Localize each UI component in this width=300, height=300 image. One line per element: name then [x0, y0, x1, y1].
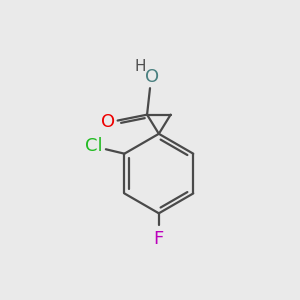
- Text: Cl: Cl: [85, 137, 102, 155]
- Text: F: F: [154, 230, 164, 248]
- Text: H: H: [134, 58, 146, 74]
- Text: O: O: [145, 68, 159, 86]
- Text: O: O: [101, 113, 115, 131]
